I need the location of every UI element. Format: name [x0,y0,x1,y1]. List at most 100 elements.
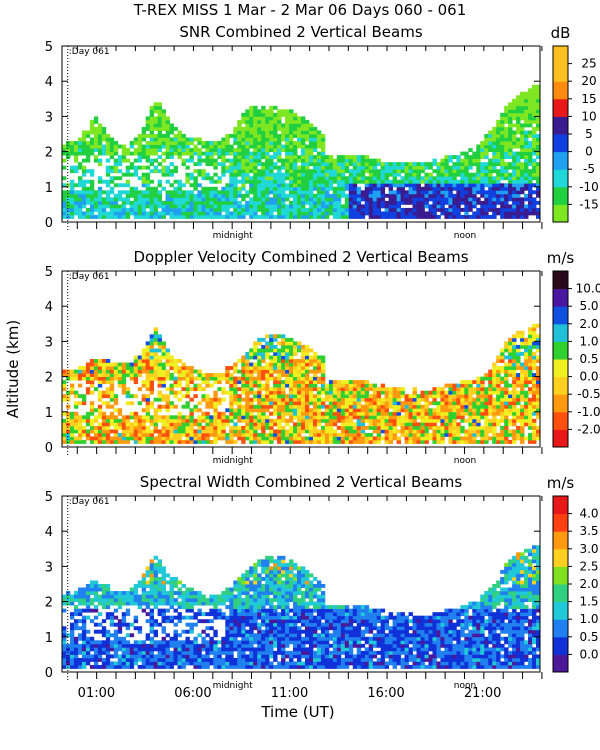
heatmap-cell [121,207,127,212]
heatmap-cell [468,183,473,188]
midnight-label: midnight [213,456,254,466]
heatmap-cell [65,436,71,441]
heatmap-cell [520,116,525,121]
heatmap-cell [149,366,155,370]
heatmap-cell [257,197,262,202]
heatmap-cell [193,183,198,188]
heatmap-cell [376,193,382,198]
heatmap-cell [408,439,413,444]
heatmap-cell [336,439,342,444]
heatmap-cell [153,193,158,198]
heatmap-cell [173,422,178,427]
heatmap-cell [364,387,370,392]
heatmap-cell [432,214,437,219]
heatmap-cell [492,387,497,392]
heatmap-cell [221,172,226,177]
heatmap-cell [356,404,362,409]
heatmap-cell [400,404,405,409]
heatmap-cell [492,207,497,212]
heatmap-cell [532,148,537,152]
heatmap-cell [528,144,533,149]
heatmap-cell [269,390,274,395]
heatmap-cell [173,126,178,131]
heatmap-cell [532,176,537,181]
heatmap-cell [320,432,326,437]
heatmap-cell [512,186,517,191]
heatmap-cell [193,439,198,444]
heatmap-cell [269,172,274,177]
heatmap-cell [261,183,266,188]
heatmap-cell [285,211,290,216]
heatmap-cell [360,155,366,160]
heatmap-cell [149,137,155,142]
heatmap-cell [416,179,421,184]
heatmap-cell [440,176,445,181]
heatmap-cell [388,390,394,395]
heatmap-cell [532,162,537,167]
heatmap-cell [77,141,83,145]
heatmap-cell [356,162,362,167]
heatmap-cell [165,401,170,406]
heatmap-cell [241,397,246,402]
heatmap-cell [512,193,517,198]
y-tick-label: 0 [45,441,53,456]
heatmap-cell [281,348,286,353]
heatmap-cell [460,169,465,174]
heatmap-cell [285,344,290,349]
heatmap-cell [265,207,270,212]
heatmap-cell [289,162,294,167]
heatmap-cell [181,148,186,152]
heatmap-cell [496,126,501,131]
heatmap-cell [145,183,151,188]
heatmap-cell [308,148,314,152]
heatmap-cell [77,151,83,156]
heatmap-cell [289,394,294,399]
heatmap-cell [253,134,258,138]
heatmap-cell [508,112,513,117]
heatmap-cell [301,387,306,392]
heatmap-cell [356,197,362,202]
heatmap-cell [285,183,290,188]
heatmap-cell [189,211,194,216]
heatmap-cell [304,176,310,181]
heatmap-cell [508,432,513,437]
heatmap-cell [336,411,342,416]
heatmap-cell [193,376,198,381]
heatmap-cell [201,436,206,441]
heatmap-cell [472,193,477,198]
heatmap-cell [89,380,95,385]
heatmap-cell [153,105,158,110]
heatmap-cell [508,439,513,444]
heatmap-cell [404,429,409,434]
heatmap-cell [229,214,234,219]
heatmap-cell [293,179,298,184]
heatmap-cell [356,387,362,392]
heatmap-cell [412,165,417,170]
heatmap-cell [500,200,505,205]
heatmap-cell [464,204,469,209]
heatmap-cell [476,425,481,430]
heatmap-cell [293,404,298,409]
heatmap-cell [245,383,250,388]
heatmap-cell [508,134,513,138]
heatmap-cell [488,137,493,142]
heatmap-cell [432,169,437,174]
heatmap-cell [308,169,314,174]
heatmap-cell [105,439,111,444]
heatmap-cell [253,366,258,370]
heatmap-cell [301,179,306,184]
heatmap-cell [528,91,533,96]
heatmap-cell [320,158,326,163]
heatmap-cell [113,376,119,381]
heatmap-cell [233,162,238,167]
heatmap-cell [133,362,139,367]
heatmap-cell [113,415,119,420]
heatmap-cell [464,418,469,423]
heatmap-cell [320,359,326,363]
heatmap-cell [73,144,79,149]
heatmap-cell [400,193,405,198]
heatmap-cell [269,348,274,353]
heatmap-cell [320,387,326,392]
heatmap-cell [332,408,338,413]
